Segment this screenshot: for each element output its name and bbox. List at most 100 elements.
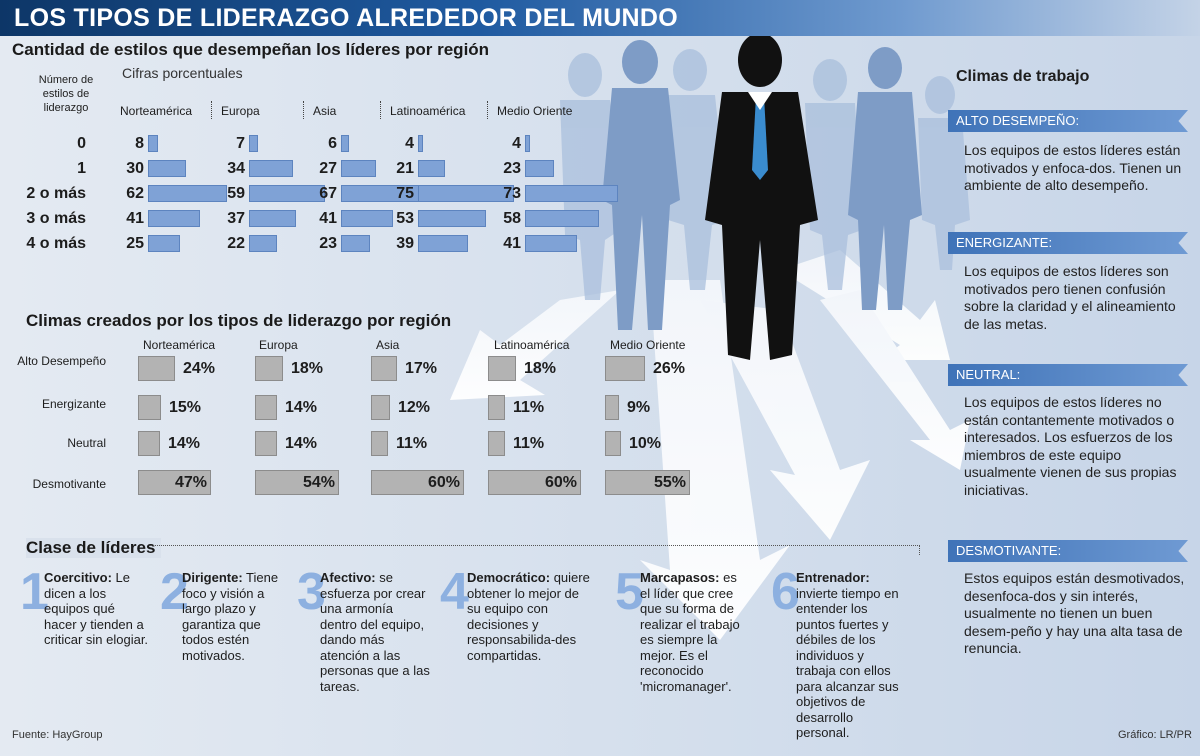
climate-ribbon: ENERGIZANTE:: [948, 232, 1188, 254]
leader-text: es el líder que cree que su forma de rea…: [640, 570, 740, 694]
chart1-value-label: 41: [126, 210, 144, 227]
chart1-subtitle: Cifras porcentuales: [122, 65, 243, 81]
chart2-bar: [605, 470, 690, 495]
chart2-col-header: Norteamérica: [143, 338, 216, 352]
chart2-value-label: 60%: [545, 474, 578, 491]
chart2-value-label: 14%: [285, 435, 318, 452]
chart2-value-label: 14%: [168, 435, 201, 452]
chart1-value-label: 23: [319, 235, 337, 252]
chart2-value-label: 54%: [303, 474, 336, 491]
chart2-value-label: 11%: [396, 435, 428, 452]
chart1-col-header: Medio Oriente: [497, 104, 573, 118]
chart1-value-label: 22: [227, 235, 245, 252]
chart1-col-divider: [303, 101, 304, 119]
chart2-bar: [138, 431, 160, 456]
leader-description: Democrático: quiere obtener lo mejor de …: [467, 570, 592, 663]
clase-title: Clase de líderes: [26, 538, 162, 558]
chart2-bar: [605, 431, 621, 456]
chart2-value-label: 14%: [285, 399, 318, 416]
leader-description: Entrenador: invierte tiempo en entender …: [796, 570, 906, 741]
chart1-bar: [418, 185, 514, 202]
chart2-bar: [488, 356, 516, 381]
climate-description: Los equipos de estos líderes son motivad…: [964, 263, 1176, 332]
leader-name: Coercitivo:: [44, 570, 112, 585]
chart1-value-label: 25: [126, 235, 144, 252]
chart1-bar: [525, 160, 554, 177]
chart2-bar: [138, 470, 211, 495]
chart2-bar: [138, 356, 175, 381]
chart1-bar: [341, 135, 349, 152]
chart1-value-label: 58: [503, 210, 521, 227]
chart1-bar: [249, 210, 296, 227]
chart2-bar: [488, 431, 505, 456]
chart1-bar: [148, 185, 227, 202]
chart1-value-label: 67: [319, 185, 337, 202]
chart2-row-label: Energizante: [41, 397, 106, 411]
chart2-col-header: Asia: [376, 338, 400, 352]
chart2-value-label: 11%: [513, 435, 545, 452]
chart2-bar: [138, 395, 161, 420]
chart1-bar: [341, 160, 376, 177]
chart1-value-label: 59: [227, 185, 245, 202]
chart1-col-divider: [487, 101, 488, 119]
climate-description: Los equipos de estos líderes no están co…: [964, 394, 1177, 498]
chart2-value-label: 47%: [175, 474, 208, 491]
leader-name: Democrático:: [467, 570, 551, 585]
chart2-col-header: Europa: [259, 338, 298, 352]
chart2-row-label: Neutral: [67, 436, 106, 450]
leader-text: se esfuerza por crear una armonía dentro…: [320, 570, 430, 694]
chart1-value-label: 75: [396, 185, 414, 202]
chart2-value-label: 12%: [398, 399, 431, 416]
page-title: LOS TIPOS DE LIDERAZGO ALREDEDOR DEL MUN…: [14, 4, 679, 32]
chart1-value-label: 34: [227, 160, 245, 177]
chart1-bar: [418, 210, 486, 227]
climate-ribbon: NEUTRAL:: [948, 364, 1188, 386]
chart2-bar: [488, 395, 505, 420]
chart2-value-label: 9%: [627, 399, 651, 416]
chart1-bar: [525, 135, 530, 152]
chart1-value-label: 8: [135, 135, 144, 152]
chart1-col-header: Norteamérica: [120, 104, 193, 118]
chart1-col-header: Latinoamérica: [390, 104, 466, 118]
clase-divider: [150, 545, 920, 555]
chart2-bar: [371, 431, 388, 456]
chart2-col-header: Medio Oriente: [610, 338, 686, 352]
chart1-bar: [525, 210, 599, 227]
climate-ribbon: ALTO DESEMPEÑO:: [948, 110, 1188, 132]
chart1-bar: [525, 235, 577, 252]
chart2-bar: [255, 356, 283, 381]
chart1-row-label: 4 o más: [26, 235, 86, 252]
chart2-bar: [605, 356, 645, 381]
leader-name: Dirigente:: [182, 570, 243, 585]
chart1-value-label: 7: [236, 135, 245, 152]
leader-number: 3: [297, 563, 326, 621]
climate-ribbon: DESMOTIVANTE:: [948, 540, 1188, 562]
chart2-row-label: Alto Desempeño: [17, 354, 106, 368]
chart1-row-label: 3 o más: [26, 210, 86, 227]
chart2-bar: [255, 431, 277, 456]
chart2-value-label: 11%: [513, 399, 545, 416]
chart2-col-header: Latinoamérica: [494, 338, 570, 352]
leader-name: Entrenador:: [796, 570, 870, 585]
chart1-bar: [341, 235, 370, 252]
leader-number: 6: [771, 563, 800, 621]
chart1-bar: [418, 135, 423, 152]
chart2-row-label: Desmotivante: [32, 477, 106, 491]
leader-description: Marcapasos: es el líder que cree que su …: [640, 570, 750, 694]
chart1-col-divider: [211, 101, 212, 119]
chart1-bar: [148, 160, 186, 177]
chart2-value-label: 18%: [291, 360, 324, 377]
chart2-value-label: 10%: [629, 435, 662, 452]
chart1-bar: [148, 135, 158, 152]
leader-number: 1: [20, 563, 49, 621]
chart1-value-label: 30: [126, 160, 144, 177]
chart1-value-label: 4: [512, 135, 521, 152]
leader-number: 4: [440, 563, 469, 621]
chart1-value-label: 39: [396, 235, 414, 252]
leader-text: invierte tiempo en entender los puntos f…: [796, 585, 899, 741]
leader-number: 2: [160, 563, 189, 621]
chart2-value-label: 18%: [524, 360, 557, 377]
chart1-value-label: 62: [126, 185, 144, 202]
chart1-bar: [148, 235, 180, 252]
